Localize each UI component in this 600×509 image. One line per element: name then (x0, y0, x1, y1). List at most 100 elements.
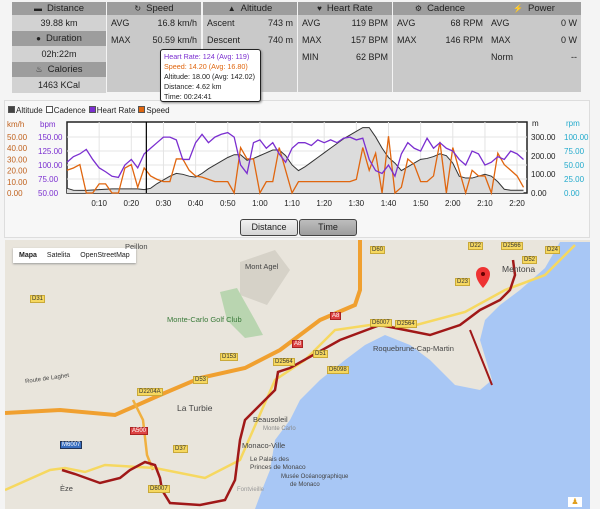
speed-stat: ↻ Speed AVG 16.8 km/h MAX 50.59 km/h (107, 2, 201, 92)
map-type-mapa[interactable]: Mapa (19, 252, 37, 259)
distance-button[interactable]: Distance (240, 219, 298, 236)
hr-tick-label: 125.00 (38, 147, 63, 156)
alt-tick-label: 100.00 (531, 170, 556, 179)
stat-row: AVG 0 W (491, 18, 577, 28)
x-tick-label: 1:20 (316, 199, 332, 208)
stat-row: MAX 146 RPM (397, 35, 483, 45)
alt-tick-label: 200.00 (531, 152, 556, 161)
hr-tick-label: 150.00 (38, 133, 63, 142)
x-tick-label: 1:40 (381, 199, 397, 208)
altitude-line (66, 127, 524, 191)
map-canvas (5, 240, 590, 509)
hr-tick-label: 100.00 (38, 161, 63, 170)
road-label: D153 (220, 353, 239, 361)
map-type-satelita[interactable]: Satelita (46, 252, 71, 259)
place-label: Monte Carlo (263, 426, 296, 432)
stat-row: Descent 740 m (207, 35, 293, 45)
stat-row: AVG 68 RPM (397, 18, 483, 28)
place-label: Le Palais des (250, 456, 290, 463)
stat-row: MAX 157 BPM (302, 35, 388, 45)
road-label: D52 (522, 256, 538, 264)
chart-tooltip: Heart Rate: 124 (Avg: 119) Speed: 14.20 … (160, 49, 261, 102)
x-tick-label: 1:10 (284, 199, 300, 208)
cad-tick-label: 100.00 (564, 133, 589, 142)
place-label: Peillon (125, 242, 148, 251)
place-label: Monaco-Ville (242, 441, 286, 450)
cad-tick-label: 25.00 (564, 175, 585, 184)
alt-tick-label: 300.00 (531, 133, 556, 142)
alt-axis-unit: m (532, 119, 539, 128)
road-label: D23 (455, 278, 471, 286)
x-tick-label: 1:30 (349, 199, 365, 208)
x-tick-label: 0:50 (220, 199, 236, 208)
speed-icon: ↻ (134, 4, 142, 13)
speed-tick-label: 0.00 (7, 189, 23, 198)
cad-tick-label: 50.00 (564, 161, 585, 170)
place-label: Èze (60, 484, 73, 493)
time-button[interactable]: Time (299, 219, 357, 236)
power-stat: ⚡ Power AVG 0 W MAX 0 W Norm -- (487, 2, 581, 92)
legend-speed[interactable]: Speed (138, 106, 170, 115)
legend-altitude[interactable]: Altitude (8, 106, 43, 115)
alt-tick-label: 0.00 (531, 189, 547, 198)
place-label: Musée Océanographique (281, 474, 349, 480)
map-type-control: Mapa Satelita OpenStreetMap (13, 248, 136, 263)
x-tick-label: 2:10 (477, 199, 493, 208)
road-label: D24 (545, 246, 561, 254)
motorway-a8 (5, 240, 362, 418)
road-label: D6007 (370, 319, 392, 327)
x-tick-label: 1:00 (252, 199, 268, 208)
hr-tick-label: 50.00 (38, 189, 59, 198)
road-label: D22 (468, 242, 484, 250)
stat-row: Ascent 743 m (207, 18, 293, 28)
mountain-icon: ▲ (227, 4, 236, 13)
road-label: D51 (313, 350, 329, 358)
flame-icon: ♨ (35, 65, 43, 74)
x-tick-label: 0:40 (188, 199, 204, 208)
speed-tick-label: 20.00 (7, 167, 28, 176)
stat-row: AVG 119 BPM (302, 18, 388, 28)
coastal-road (5, 244, 576, 492)
speed-tick-label: 40.00 (7, 144, 28, 153)
place-label: Roquebrune-Cap-Martin (373, 344, 454, 353)
legend-cadence[interactable]: Cadence (45, 106, 86, 115)
place-label: Mentona (502, 264, 536, 274)
place-label: Fontvieille (237, 487, 265, 493)
road-label: D53 (193, 376, 209, 384)
road-label: D2564 (273, 358, 295, 366)
cad-tick-label: 0.00 (564, 189, 580, 198)
activity-chart[interactable]: 0:10 0:20 0:30 0:40 0:50 1:00 1:10 1:20 1:30 1:40… (0, 0, 600, 240)
heart-icon: ♥ (317, 4, 322, 13)
altitude-area (67, 127, 524, 193)
road-label: D2204A (137, 388, 163, 396)
legend-heart-rate[interactable]: Heart Rate (88, 106, 135, 115)
place-label: Mont Agel (245, 262, 279, 271)
road-label: D2564 (395, 320, 417, 328)
road-label: D37 (173, 445, 189, 453)
heart-rate-line (66, 131, 524, 179)
sea (255, 242, 590, 509)
road-a500 (131, 399, 155, 471)
place-label: Monte-Carlo Golf Club (167, 315, 242, 324)
stat-row: MAX 0 W (491, 35, 577, 45)
x-tick-label: 0:30 (156, 199, 172, 208)
distance-stat: ▬ Distance 39.88 km ● Duration 02h:22m ♨ Ca… (12, 2, 106, 93)
stat-row: AVG 16.8 km/h (111, 18, 197, 28)
route-map[interactable]: Mapa Satelita OpenStreetMap Mont Agel Mo… (5, 240, 590, 509)
stat-row: Norm -- (491, 52, 577, 62)
map-type-osm[interactable]: OpenStreetMap (80, 252, 130, 259)
road-label: D6007 (148, 485, 170, 493)
cadence-icon: ⚙ (414, 4, 423, 13)
speed-tick-label: 50.00 (7, 133, 28, 142)
pegman-icon[interactable]: ♟ (568, 497, 582, 507)
land-hills (240, 250, 290, 305)
road-label: M6007 (60, 441, 83, 449)
cadence-stat: ⚙ Cadence AVG 68 RPM MAX 146 RPM (393, 2, 487, 92)
route-line (61, 259, 517, 507)
lightning-icon: ⚡ (513, 4, 524, 13)
golf-course (220, 288, 263, 338)
hr-tick-label: 75.00 (38, 175, 59, 184)
place-label: de Monaco (290, 482, 320, 488)
road-label: D6098 (327, 366, 349, 374)
road-label: A8 (292, 340, 304, 348)
